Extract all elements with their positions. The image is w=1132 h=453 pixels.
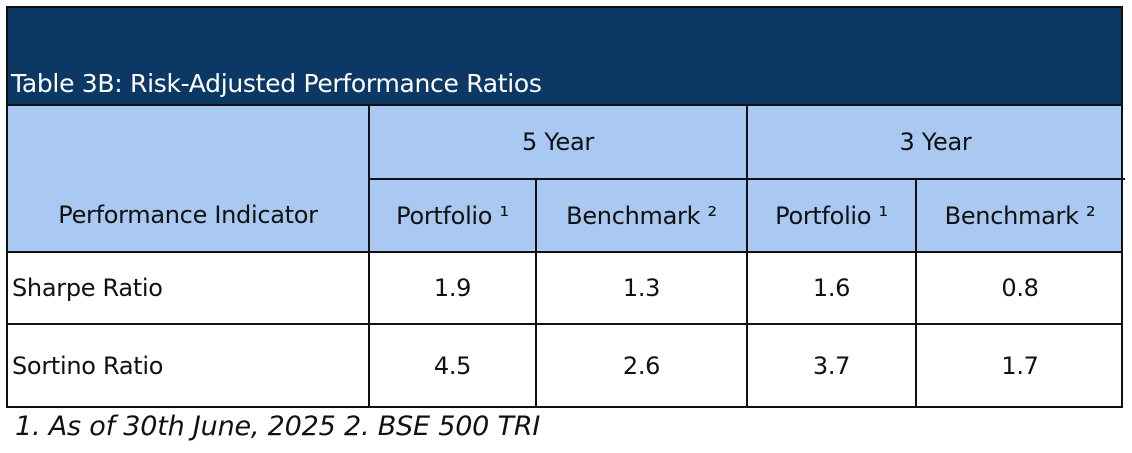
cell-sortino-3y-benchmark: 1.7 xyxy=(1001,351,1039,380)
performance-ratios-table: Table 3B: Risk-Adjusted Performance Rati… xyxy=(6,6,1125,408)
col-divider-indicator xyxy=(368,106,370,406)
cell-sortino-3y-portfolio: 3.7 xyxy=(812,351,851,380)
col-divider-3y xyxy=(915,178,917,406)
row-label-sharpe: Sharpe Ratio xyxy=(12,274,163,302)
header-performance-indicator: Performance Indicator xyxy=(58,200,318,229)
header-bottom-border xyxy=(8,251,1121,253)
table-title: Table 3B: Risk-Adjusted Performance Rati… xyxy=(11,69,542,98)
table-header: Performance Indicator 5 Year 3 Year Port… xyxy=(8,106,1125,251)
table-footnote: 1. As of 30th June, 2025 2. BSE 500 TRI xyxy=(15,411,541,442)
row-divider xyxy=(8,323,1121,325)
header-group-3-year: 3 Year xyxy=(899,128,972,156)
header-5y-benchmark: Benchmark ² xyxy=(566,201,717,230)
cell-sharpe-3y-benchmark: 0.8 xyxy=(1001,274,1039,302)
table-title-bar: Table 3B: Risk-Adjusted Performance Rati… xyxy=(8,8,1121,106)
header-group-5-year: 5 Year xyxy=(522,128,594,156)
col-divider-5y xyxy=(535,178,537,406)
col-divider-groups xyxy=(746,106,748,406)
header-3y-portfolio: Portfolio ¹ xyxy=(775,201,888,230)
cell-sharpe-5y-portfolio: 1.9 xyxy=(433,274,472,302)
cell-sortino-5y-benchmark: 2.6 xyxy=(622,351,661,380)
header-3y-benchmark: Benchmark ² xyxy=(944,201,1096,230)
cell-sharpe-5y-benchmark: 1.3 xyxy=(622,274,661,302)
cell-sharpe-3y-portfolio: 1.6 xyxy=(812,274,851,302)
header-5y-portfolio: Portfolio ¹ xyxy=(396,201,509,230)
cell-sortino-5y-portfolio: 4.5 xyxy=(433,351,472,380)
row-label-sortino: Sortino Ratio xyxy=(12,351,164,380)
